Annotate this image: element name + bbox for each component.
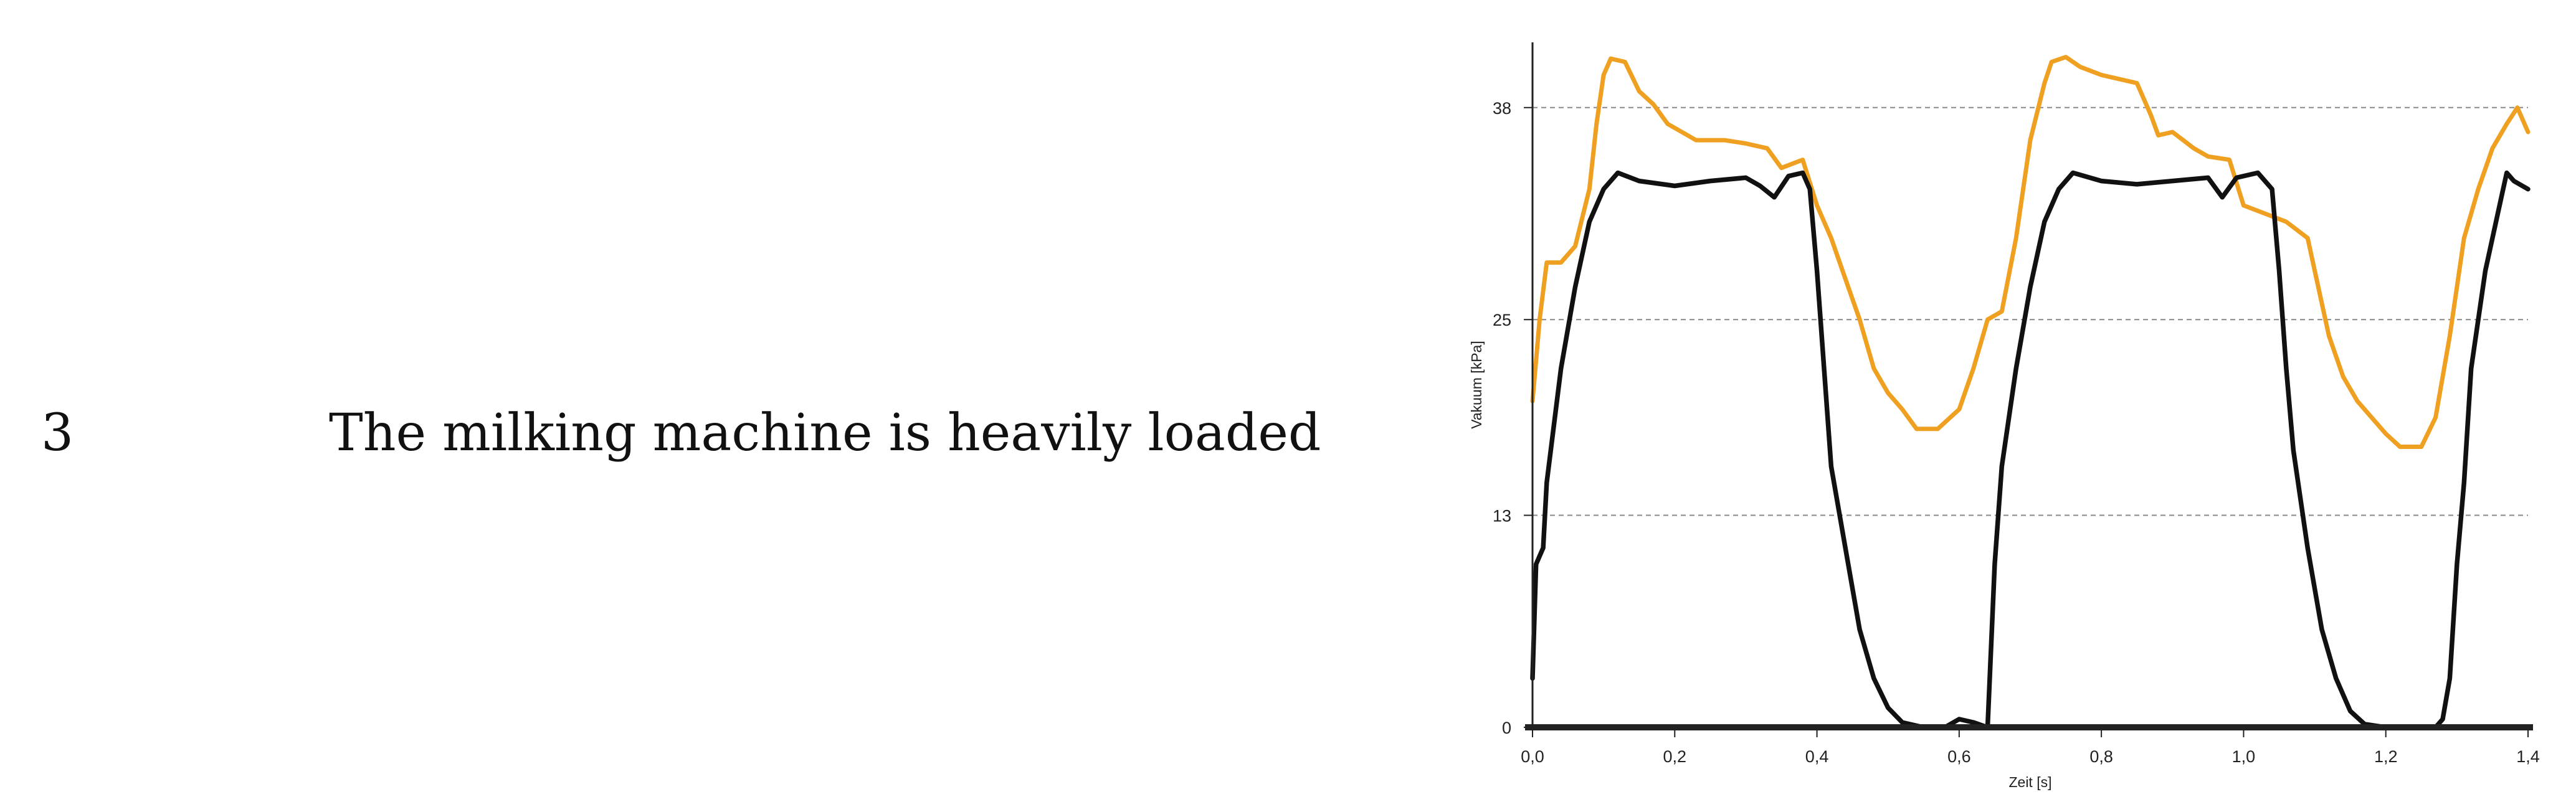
x-tick-label-6: 1,2 xyxy=(2374,747,2398,766)
series-line-1 xyxy=(1530,170,2531,730)
x-tick-label-7: 1,4 xyxy=(2516,747,2540,766)
y-tick-label-1: 13 xyxy=(1493,507,1511,526)
series-lines xyxy=(1530,55,2531,730)
x-tick-label-5: 1,0 xyxy=(2232,747,2256,766)
x-tick-label-3: 0,6 xyxy=(1947,747,1971,766)
row-caption: The milking machine is heavily loaded xyxy=(329,404,1321,463)
x-axis-title: Zeit [s] xyxy=(2008,774,2051,790)
y-axis-title: Vakuum [kPa] xyxy=(1468,341,1485,428)
x-tick-label-2: 0,4 xyxy=(1805,747,1829,766)
grid-lines xyxy=(1533,106,2528,516)
x-tick-label-0: 0,0 xyxy=(1521,747,1544,766)
y-tick-label-3: 38 xyxy=(1493,99,1511,118)
axes xyxy=(1524,42,2533,737)
tick-labels: 0 13 25 38 0,0 0,2 0,4 0,6 0,8 1,0 1,2 1,4 xyxy=(1493,99,2540,766)
y-tick-label-2: 25 xyxy=(1493,311,1511,329)
y-tick-label-0: 0 xyxy=(1502,719,1511,737)
x-tick-label-4: 0,8 xyxy=(2089,747,2113,766)
series-line-0 xyxy=(1530,55,2531,449)
x-tick-label-1: 0,2 xyxy=(1663,747,1687,766)
row-number: 3 xyxy=(41,404,74,463)
